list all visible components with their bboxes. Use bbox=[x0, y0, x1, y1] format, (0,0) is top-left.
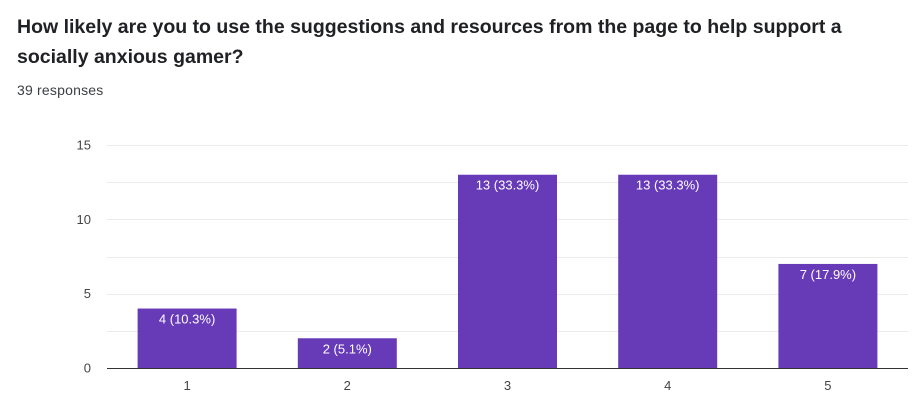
chart-title: How likely are you to use the suggestion… bbox=[17, 16, 842, 68]
y-tick-label: 10 bbox=[77, 212, 91, 227]
y-tick-label: 5 bbox=[84, 286, 91, 301]
data-label-4: 13 (33.3%) bbox=[636, 178, 700, 193]
x-tick-label: 4 bbox=[664, 378, 671, 393]
bars bbox=[137, 174, 878, 368]
y-axis-ticks: 0 5 10 15 bbox=[77, 138, 91, 376]
x-tick-label: 2 bbox=[344, 378, 351, 393]
data-labels: 4 (10.3%) 2 (5.1%) 13 (33.3%) 13 (33.3%) 7 (… bbox=[159, 178, 856, 357]
bar-3 bbox=[458, 174, 557, 368]
bar-5 bbox=[778, 263, 878, 368]
data-label-5: 7 (17.9%) bbox=[800, 267, 856, 282]
y-tick-label: 0 bbox=[84, 361, 91, 376]
bar-2 bbox=[297, 338, 397, 368]
x-tick-label: 5 bbox=[824, 378, 831, 393]
data-label-2: 2 (5.1%) bbox=[323, 341, 372, 356]
x-tick-label: 1 bbox=[183, 378, 190, 393]
bar-1 bbox=[137, 308, 237, 368]
bar-4 bbox=[618, 174, 718, 368]
y-tick-label: 15 bbox=[77, 138, 91, 153]
response-count: 39 responses bbox=[17, 82, 104, 98]
x-tick-label: 3 bbox=[504, 378, 511, 393]
x-axis-ticks: 1 2 3 4 5 bbox=[183, 378, 831, 393]
data-label-3: 13 (33.3%) bbox=[476, 178, 540, 193]
data-label-1: 4 (10.3%) bbox=[159, 312, 215, 327]
